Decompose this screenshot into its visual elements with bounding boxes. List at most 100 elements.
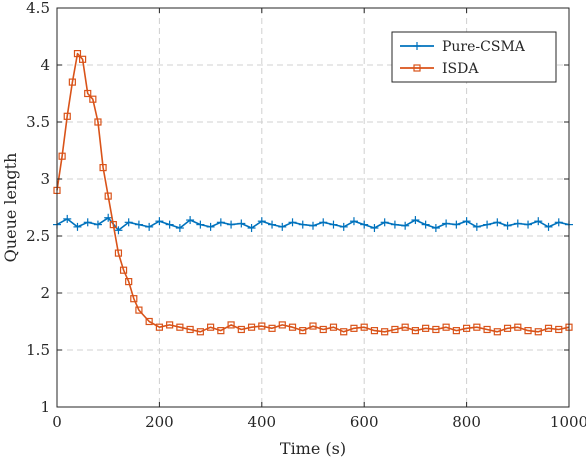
data-point xyxy=(349,217,358,226)
data-point xyxy=(544,324,553,332)
data-point xyxy=(145,222,154,231)
legend-box xyxy=(391,31,557,83)
data-point xyxy=(109,221,117,229)
data-point xyxy=(380,218,389,227)
data-point xyxy=(472,222,481,231)
data-point xyxy=(237,325,245,334)
data-point xyxy=(125,278,133,286)
data-point xyxy=(104,192,112,200)
data-point xyxy=(299,327,307,335)
data-point xyxy=(130,295,138,303)
data-point xyxy=(227,220,236,229)
data-point xyxy=(513,219,522,228)
data-point xyxy=(83,218,92,227)
data-point xyxy=(554,218,563,227)
y-tick-label: 2 xyxy=(40,284,50,302)
data-point xyxy=(186,325,194,334)
y-tick-label: 4.5 xyxy=(26,0,50,17)
legend-swatch-marker xyxy=(413,42,421,50)
data-point xyxy=(206,222,215,231)
x-axis-label: Time (s) xyxy=(280,439,346,458)
data-point xyxy=(134,220,143,229)
data-point xyxy=(73,222,82,231)
data-point xyxy=(401,221,410,230)
data-point xyxy=(452,327,460,335)
data-point xyxy=(391,325,399,334)
data-point xyxy=(124,218,133,227)
data-point xyxy=(524,327,532,335)
data-point xyxy=(360,323,368,331)
data-point xyxy=(176,323,184,331)
data-point xyxy=(84,89,92,98)
data-point xyxy=(390,220,399,229)
data-point xyxy=(207,323,215,331)
legend-entry: ISDA xyxy=(400,61,479,77)
data-point xyxy=(288,323,297,331)
legend: Pure-CSMA ISDA xyxy=(391,31,557,83)
data-point xyxy=(309,322,317,330)
y-tick-label: 4 xyxy=(40,56,50,74)
data-point xyxy=(268,324,276,332)
data-point xyxy=(247,323,256,331)
data-point xyxy=(473,323,481,331)
data-point xyxy=(268,220,277,229)
data-point xyxy=(514,323,522,331)
data-point xyxy=(94,118,102,126)
data-point xyxy=(237,219,246,228)
data-point xyxy=(155,323,163,331)
data-point xyxy=(431,224,440,233)
data-point xyxy=(114,249,123,257)
data-point xyxy=(370,327,379,335)
data-point xyxy=(534,217,543,226)
data-point xyxy=(493,218,502,227)
data-point xyxy=(196,328,204,336)
series-pure-csma xyxy=(53,213,573,235)
data-point xyxy=(319,218,328,227)
data-point xyxy=(432,325,440,334)
x-tick-label: 800 xyxy=(452,413,481,431)
data-point xyxy=(503,221,512,230)
data-point xyxy=(483,325,491,334)
data-point xyxy=(216,218,225,227)
x-tick-label: 0 xyxy=(52,413,62,431)
data-point xyxy=(89,95,97,103)
data-point xyxy=(165,220,174,229)
data-point xyxy=(381,328,389,336)
x-tick-label: 400 xyxy=(247,413,276,431)
data-point xyxy=(401,323,409,331)
y-axis-label: Queue length xyxy=(1,153,20,263)
data-point xyxy=(483,220,492,229)
x-tick-label: 600 xyxy=(350,413,379,431)
data-point xyxy=(340,328,348,336)
data-point xyxy=(78,55,87,63)
data-point xyxy=(114,226,123,235)
plot-frame xyxy=(56,7,570,408)
data-point xyxy=(422,324,430,332)
data-point xyxy=(288,218,297,227)
data-point xyxy=(166,321,174,329)
data-point xyxy=(555,325,563,334)
y-tick-label: 1.5 xyxy=(26,341,50,359)
data-point xyxy=(186,216,195,225)
legend-label: ISDA xyxy=(442,61,479,77)
data-point xyxy=(503,324,512,332)
y-tick-label: 2.5 xyxy=(26,227,50,245)
data-point xyxy=(278,321,286,329)
data-point xyxy=(309,221,317,230)
data-point xyxy=(73,49,82,58)
data-point xyxy=(145,317,153,326)
grid xyxy=(57,8,569,407)
data-point xyxy=(493,328,501,336)
series-layer xyxy=(53,49,573,336)
ticks: 0 200 400 600 800 1000 1 1.5 2 2.5 3 3.5 4 4.5 xyxy=(26,0,586,431)
data-point xyxy=(329,220,338,229)
data-point xyxy=(421,220,430,229)
legend-entry: Pure-CSMA xyxy=(400,39,526,55)
legend-swatch-marker xyxy=(413,64,421,72)
data-point xyxy=(63,112,71,120)
data-point xyxy=(544,222,553,231)
data-point xyxy=(257,217,266,226)
data-point xyxy=(463,324,471,332)
data-point xyxy=(99,164,107,172)
data-point xyxy=(93,220,102,229)
